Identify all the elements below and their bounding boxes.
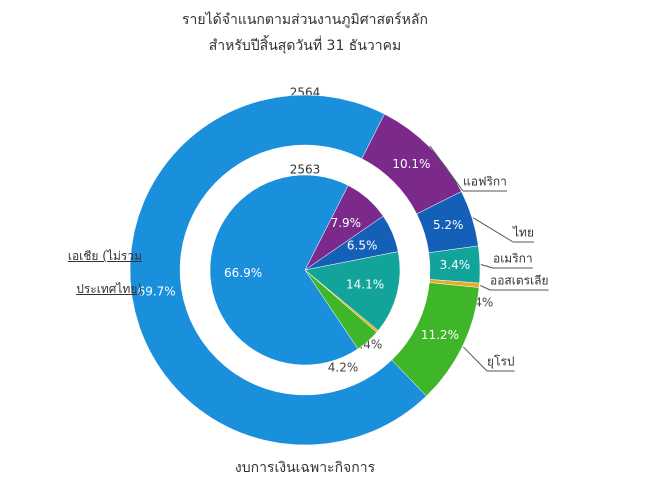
leader-line [462,346,488,372]
leader-line [480,285,491,291]
value-label: 7.9% [331,216,362,230]
leader-line [480,263,494,269]
segment [304,251,401,331]
leader-line [472,217,514,243]
value-label: 14.1% [346,278,384,292]
value-label: 69.7% [138,285,176,299]
value-label: 6.5% [347,238,378,252]
category-label: อเมริกา [493,252,533,266]
category-label: เอเชีย (ไม่รวมประเทศไทย) [67,249,142,296]
category-label: ไทย [512,226,534,240]
segment [209,174,359,366]
value-label: 5.2% [433,218,464,232]
value-label: 4.2% [328,361,359,375]
leader-line [429,145,464,192]
category-label: ยุโรป [487,355,515,370]
chart-subtitle: สำหรับปีสิ้นสุดวันที่ 31 ธันวาคม [209,35,402,54]
value-label: 66.9% [224,266,262,280]
series-label: 2563 [290,163,321,177]
category-label: ออสเตรเลีย [490,274,549,288]
chart-title: รายได้จำแนกตามส่วนงานภูมิศาสตร์หลัก [182,11,428,28]
value-label: 10.1% [392,157,430,171]
segment [129,94,427,446]
value-label: 3.4% [440,258,471,272]
category-label: แอฟริกา [463,175,507,189]
value-label: 11.2% [421,328,459,342]
caption: งบการเงินเฉพาะกิจการ [235,460,376,476]
